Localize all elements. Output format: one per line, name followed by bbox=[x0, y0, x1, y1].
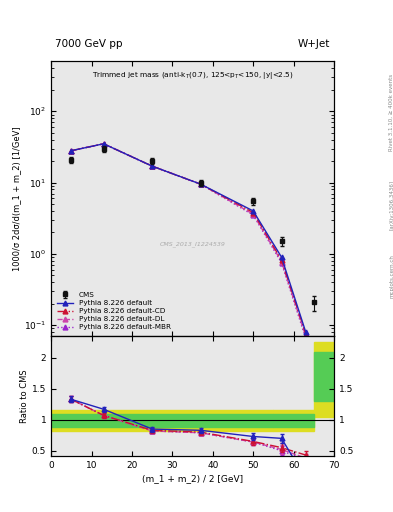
Bar bbox=[51, 410, 274, 431]
Text: CMS_2013_I1224539: CMS_2013_I1224539 bbox=[160, 242, 226, 247]
Bar bbox=[314, 352, 334, 401]
Bar bbox=[51, 414, 274, 427]
Text: Rivet 3.1.10, ≥ 400k events: Rivet 3.1.10, ≥ 400k events bbox=[389, 74, 393, 151]
Bar bbox=[274, 414, 314, 427]
Text: Trimmed jet mass (anti-k$_T$(0.7), 125<p$_T$<150, |y|<2.5): Trimmed jet mass (anti-k$_T$(0.7), 125<p… bbox=[92, 70, 294, 81]
Text: [arXiv:1306.3436]: [arXiv:1306.3436] bbox=[389, 180, 393, 230]
Bar bbox=[314, 343, 334, 417]
Text: mcplots.cern.ch: mcplots.cern.ch bbox=[389, 254, 393, 298]
Bar bbox=[274, 410, 314, 431]
X-axis label: (m_1 + m_2) / 2 [GeV]: (m_1 + m_2) / 2 [GeV] bbox=[142, 474, 243, 483]
Y-axis label: Ratio to CMS: Ratio to CMS bbox=[20, 369, 29, 423]
Legend: CMS, Pythia 8.226 default, Pythia 8.226 default-CD, Pythia 8.226 default-DL, Pyt: CMS, Pythia 8.226 default, Pythia 8.226 … bbox=[55, 290, 173, 333]
Text: 7000 GeV pp: 7000 GeV pp bbox=[55, 38, 123, 49]
Text: W+Jet: W+Jet bbox=[298, 38, 330, 49]
Y-axis label: 1000/σ 2dσ/d(m_1 + m_2) [1/GeV]: 1000/σ 2dσ/d(m_1 + m_2) [1/GeV] bbox=[12, 126, 21, 271]
